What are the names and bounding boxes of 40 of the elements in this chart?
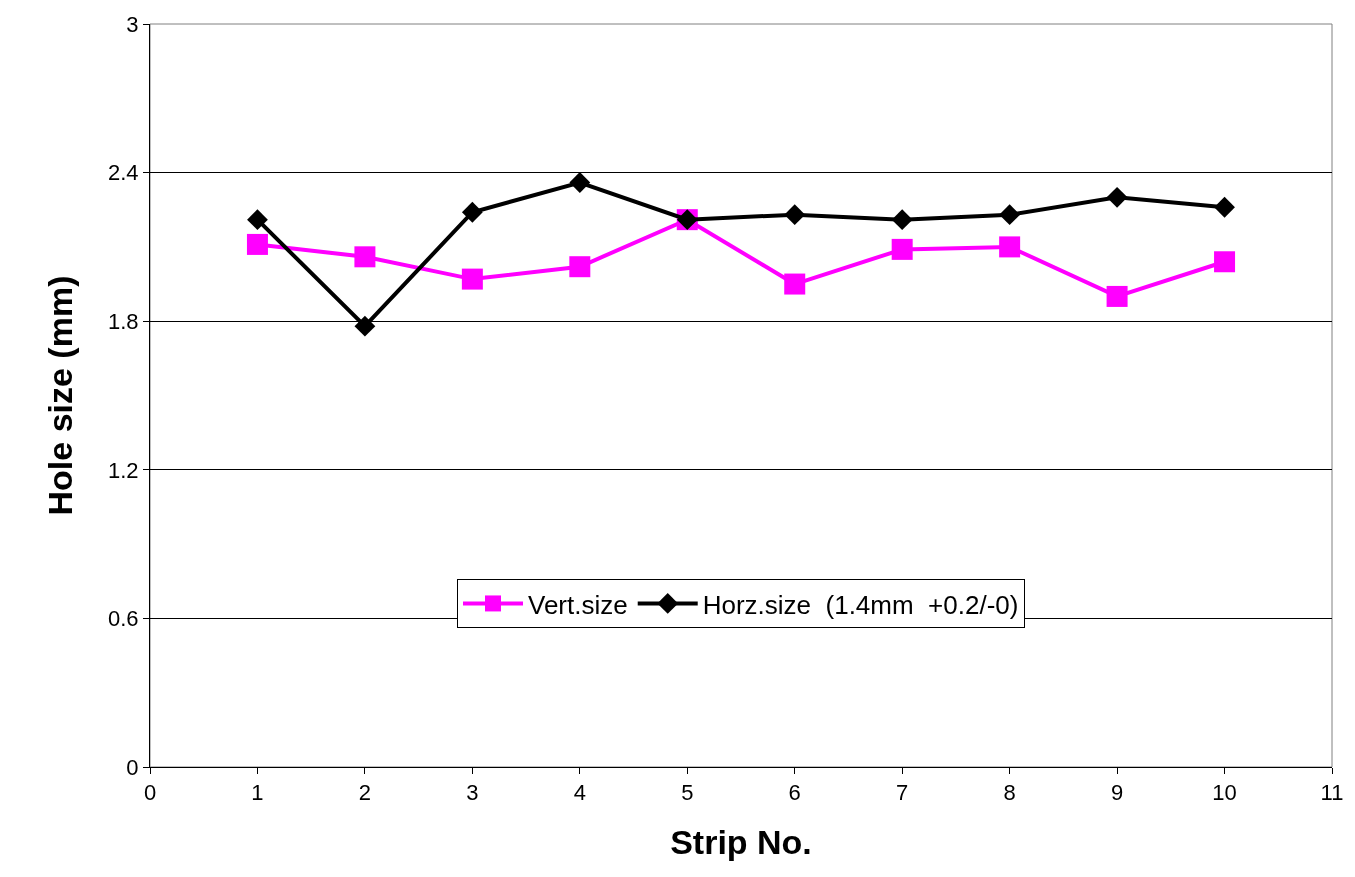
x-tick-label: 3: [466, 780, 479, 806]
legend-label: Vert.size: [528, 589, 628, 620]
point: [1214, 251, 1236, 273]
x-tick-label: 0: [143, 780, 157, 806]
x-tick-label: 8: [1003, 780, 1016, 806]
y-tick-label: 1.2: [108, 457, 139, 483]
point: [999, 236, 1021, 258]
point: [999, 204, 1021, 226]
x-tick-label: 2: [358, 780, 372, 806]
point: [569, 256, 591, 278]
x-tick-label: 9: [1110, 780, 1124, 806]
point: [246, 233, 268, 255]
x-tick-label: 4: [573, 780, 586, 806]
x-tick-label: 11: [1320, 780, 1344, 806]
point: [354, 246, 376, 268]
x-axis-title: Strip No.: [670, 822, 812, 861]
y-tick-label: 0: [126, 754, 139, 780]
y-tick-label: 0.6: [108, 606, 139, 632]
point: [461, 268, 483, 290]
x-tick-label: 7: [896, 780, 909, 806]
y-tick-label: 1.8: [108, 308, 139, 334]
y-axis-title: Hole size (mm): [40, 275, 79, 516]
y-tick-label: 3: [126, 11, 139, 37]
legend-label: Horz.size (1.4mm +0.2/-0): [702, 589, 1019, 620]
point: [461, 201, 483, 223]
point: [569, 172, 591, 193]
point: [354, 315, 376, 337]
point: [1106, 285, 1128, 307]
point: [247, 209, 268, 231]
point: [784, 204, 806, 226]
x-tick-label: 6: [788, 780, 801, 806]
x-tick-label: 1: [251, 780, 264, 806]
point: [1106, 186, 1128, 208]
point: [784, 273, 806, 295]
x-tick-label: 5: [681, 780, 694, 806]
x-tick-label: 10: [1212, 780, 1237, 806]
point: [1214, 196, 1235, 218]
point: [891, 238, 913, 260]
point: [891, 209, 913, 231]
y-tick-label: 2.4: [108, 160, 139, 186]
